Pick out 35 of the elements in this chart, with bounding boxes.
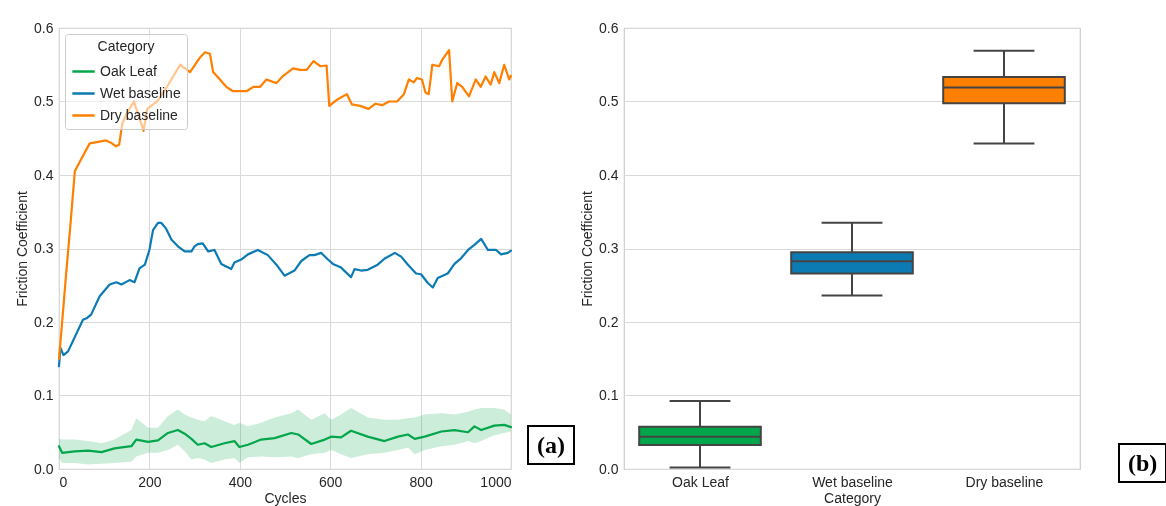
x-axis-title: Cycles bbox=[264, 489, 307, 506]
text: (b) bbox=[1118, 443, 1166, 483]
x-tick-label: 200 bbox=[138, 473, 162, 490]
y-tick-label: 0.3 bbox=[34, 240, 54, 256]
y-axis-title: Friction Coefficient bbox=[14, 191, 31, 307]
y-tick-label: 0.1 bbox=[599, 387, 619, 403]
y-tick-label: 0.1 bbox=[34, 387, 54, 403]
x-tick-label: Oak Leaf bbox=[672, 473, 730, 490]
x-tick-label: 1000 bbox=[480, 473, 512, 490]
x-tick-label: Wet baseline bbox=[812, 473, 894, 490]
legend-label: Wet baseline bbox=[100, 84, 181, 101]
y-tick-label: 0.6 bbox=[34, 19, 54, 36]
y-tick-label: 0.2 bbox=[34, 313, 54, 330]
y-tick-label: 0.5 bbox=[599, 93, 619, 109]
line-series bbox=[57, 423, 513, 454]
y-tick-label: 0.6 bbox=[599, 19, 619, 36]
y-tick-label: 0.5 bbox=[34, 93, 54, 109]
y-tick-label: 0.0 bbox=[34, 460, 54, 477]
text: (a) bbox=[527, 425, 575, 465]
x-tick-label: Dry baseline bbox=[965, 473, 1044, 490]
y-axis-title: Friction Coefficient bbox=[579, 191, 596, 307]
y-tick-label: 0.0 bbox=[599, 460, 619, 477]
y-tick-label: 0.4 bbox=[34, 166, 54, 183]
x-tick-label: 600 bbox=[319, 473, 343, 490]
y-tick-label: 0.2 bbox=[599, 313, 619, 330]
x-tick-label: 800 bbox=[409, 473, 433, 490]
legend-label: Dry baseline bbox=[100, 106, 179, 123]
x-tick-label: 0 bbox=[59, 473, 68, 490]
x-axis-title: Category bbox=[824, 489, 881, 506]
line-series bbox=[57, 221, 513, 368]
x-tick-label: 400 bbox=[228, 473, 253, 490]
legend-title: Category bbox=[97, 38, 155, 54]
y-tick-label: 0.3 bbox=[599, 240, 619, 256]
y-tick-label: 0.4 bbox=[599, 166, 619, 183]
legend-label: Oak Leaf bbox=[100, 62, 157, 79]
